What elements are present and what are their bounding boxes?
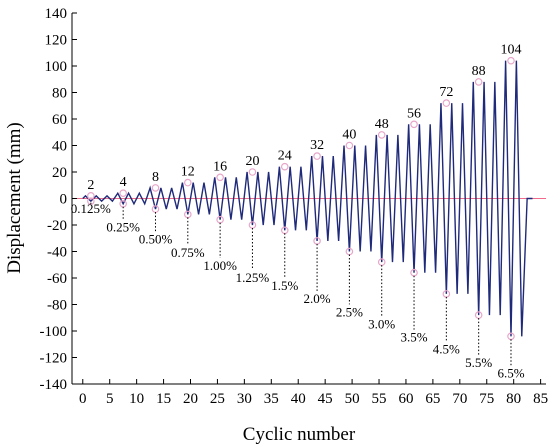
amplitude-label: 12 — [181, 165, 195, 180]
x-tick-label: 25 — [210, 391, 225, 407]
y-tick-label: -100 — [40, 324, 68, 340]
drift-ratio-label: 1.25% — [236, 270, 270, 285]
drift-ratio-label: 0.75% — [171, 245, 205, 260]
drift-ratio-label: 2.0% — [304, 291, 331, 306]
x-tick-label: 30 — [237, 391, 252, 407]
x-tick-label: 35 — [264, 391, 279, 407]
amplitude-label: 32 — [310, 138, 324, 153]
x-tick-label: 50 — [345, 391, 360, 407]
peak-marker — [377, 131, 386, 139]
amplitude-label: 24 — [278, 149, 292, 164]
peak-marker — [345, 141, 354, 150]
y-tick-label: 0 — [60, 192, 68, 208]
y-tick-label: -120 — [40, 351, 68, 367]
annotation-layer: 2 4 8 12 16 20 243240485672881040.125%0.25%0.5… — [71, 43, 525, 381]
x-tick-label: 55 — [372, 391, 387, 407]
y-tick-label: 60 — [52, 112, 67, 128]
x-tick-label: 20 — [183, 391, 198, 407]
peak-marker — [151, 184, 160, 192]
peak-marker — [507, 56, 515, 65]
peak-marker — [313, 152, 321, 160]
peak-marker — [119, 189, 127, 198]
drift-ratio-label: 0.125% — [71, 201, 111, 216]
drift-ratio-label: 1.00% — [203, 258, 237, 273]
y-tick-label: 80 — [52, 86, 67, 102]
x-tick-label: 15 — [156, 391, 171, 407]
y-tick-label: -20 — [47, 218, 67, 234]
x-tick-label: 10 — [129, 391, 144, 407]
amplitude-label: 2 — [87, 178, 94, 193]
y-tick-label: 20 — [52, 165, 67, 181]
drift-ratio-label: 3.0% — [368, 316, 395, 331]
y-tick-label: 140 — [45, 6, 68, 22]
drift-ratio-label: 3.5% — [400, 330, 427, 345]
amplitude-label: 72 — [439, 85, 453, 100]
trough-marker — [87, 197, 95, 205]
x-tick-label: 40 — [291, 391, 306, 407]
x-tick-label: 80 — [506, 391, 521, 407]
amplitude-label: 88 — [472, 64, 486, 79]
drift-ratio-label: 2.5% — [336, 304, 363, 319]
y-tick-label: 40 — [52, 139, 67, 155]
peak-marker — [216, 173, 224, 182]
y-axis-title: Displacement (mm) — [4, 122, 25, 273]
amplitude-label: 16 — [213, 159, 227, 174]
x-tick-label: 45 — [318, 391, 333, 407]
amplitude-label: 40 — [342, 128, 356, 143]
y-tick-label: -60 — [47, 271, 67, 287]
drift-ratio-label: 0.25% — [106, 220, 140, 235]
amplitude-label: 20 — [245, 154, 259, 169]
axes-layer: -140-120-100-80-60-40-200204060801001201… — [40, 6, 549, 407]
y-tick-label: -40 — [47, 245, 67, 261]
y-tick-label: -140 — [40, 377, 68, 393]
x-tick-label: 0 — [79, 391, 87, 407]
series-line-0 — [82, 60, 533, 337]
y-tick-label: 120 — [45, 33, 68, 49]
amplitude-label: 104 — [500, 43, 521, 58]
x-tick-label: 85 — [533, 391, 548, 407]
drift-ratio-label: 0.50% — [139, 232, 173, 247]
series-layer — [82, 60, 533, 337]
peak-marker — [280, 162, 289, 171]
x-tick-label: 75 — [479, 391, 494, 407]
drift-ratio-label: 5.5% — [465, 355, 492, 370]
amplitude-label: 4 — [120, 175, 127, 190]
drift-ratio-label: 6.5% — [497, 365, 524, 380]
x-tick-label: 60 — [398, 391, 413, 407]
peak-marker — [442, 99, 451, 107]
drift-ratio-label: 1.5% — [271, 278, 298, 293]
peak-marker — [248, 168, 257, 176]
amplitude-label: 8 — [152, 170, 159, 185]
x-tick-label: 70 — [452, 391, 467, 407]
amplitude-label: 56 — [407, 106, 421, 121]
peak-marker — [87, 192, 95, 200]
y-tick-label: -80 — [47, 298, 67, 314]
amplitude-label: 48 — [375, 117, 389, 132]
peak-marker — [184, 178, 192, 187]
peak-marker — [410, 120, 418, 129]
x-tick-label: 65 — [425, 391, 440, 407]
y-tick-label: 100 — [45, 59, 68, 75]
peak-marker — [474, 78, 483, 86]
x-axis-title: Cyclic number — [243, 424, 356, 445]
drift-ratio-label: 4.5% — [433, 342, 460, 357]
x-tick-label: 5 — [106, 391, 114, 407]
